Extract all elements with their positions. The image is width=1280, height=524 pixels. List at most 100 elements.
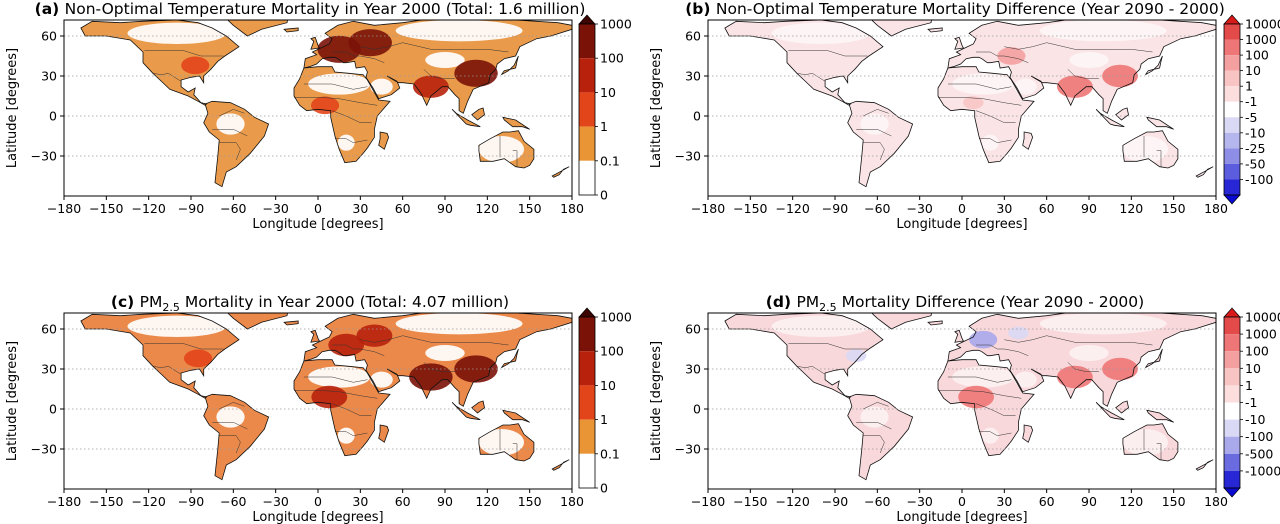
x-tick-label: 0 <box>314 201 322 216</box>
coastline-3 <box>937 359 1035 457</box>
colorbar-tick-label: 1000 <box>1245 32 1277 47</box>
x-tick-label: 60 <box>395 494 411 509</box>
x-tick-label: −150 <box>89 494 123 509</box>
x-axis-label: Longitude [degrees] <box>896 510 1027 524</box>
colorbar-segment <box>579 351 595 386</box>
sparse-region-2 <box>1069 345 1109 361</box>
colorbar-segment <box>579 92 595 127</box>
panel-letter: (d) <box>766 293 797 311</box>
coastline-11 <box>1022 424 1034 443</box>
land-fill-11 <box>378 425 389 443</box>
sparse-region-6 <box>216 113 245 135</box>
land-fill-8 <box>1096 109 1125 127</box>
sparse-region-6 <box>860 113 889 135</box>
colorbar-tick-label: 1 <box>600 412 608 427</box>
sparse-region-2 <box>425 52 465 68</box>
colorbar-extend-max <box>1223 307 1241 318</box>
panel-title-main: PM <box>140 293 163 311</box>
sparse-region-1 <box>1014 371 1037 388</box>
country-border-1 <box>796 73 826 82</box>
y-tick-label: 30 <box>685 362 701 377</box>
map-layer <box>64 20 572 188</box>
y-tick-label: 30 <box>41 362 57 377</box>
x-tick-label: −180 <box>47 494 81 509</box>
colorbar-segment <box>579 419 595 454</box>
colorbar-segment <box>1224 470 1240 488</box>
country-border-7 <box>423 69 455 79</box>
hotspot-0 <box>1056 75 1093 98</box>
colorbar-segment <box>1224 334 1240 352</box>
x-tick-label: 150 <box>518 494 542 509</box>
panel-letter: (a) <box>35 0 65 18</box>
x-tick-label: −150 <box>89 201 123 216</box>
colorbar: 10000 1000 100 10 1 -1 -10 -100 -500 -1000 <box>1223 307 1280 498</box>
coastline-8 <box>451 109 481 128</box>
x-tick-label: −30 <box>262 201 288 216</box>
panel-letter: (c) <box>111 293 140 311</box>
hotspot-5 <box>310 96 340 115</box>
colorbar-tick-label: 0.1 <box>600 446 620 461</box>
x-tick-label: 150 <box>1162 494 1186 509</box>
coastline-1 <box>871 313 932 330</box>
x-tick-label: −120 <box>775 201 809 216</box>
coastline-8 <box>451 402 481 421</box>
land-fill-12 <box>1196 459 1214 471</box>
map-layer <box>708 20 1216 188</box>
y-tick-label: 30 <box>685 69 701 84</box>
map-layer <box>708 313 1216 481</box>
coastline-2 <box>847 100 914 188</box>
country-border-2 <box>947 83 1012 90</box>
land-fill-10 <box>1146 410 1174 423</box>
country-border-0 <box>144 343 224 350</box>
sparse-region-2 <box>1069 52 1109 68</box>
hotspot-4 <box>845 349 867 363</box>
x-tick-label: 90 <box>437 494 453 509</box>
y-tick-label: −30 <box>31 442 57 457</box>
colorbar-tick-label: 1 <box>600 119 608 134</box>
land-fill-10 <box>502 410 530 423</box>
country-border-2 <box>303 376 368 383</box>
coastline-6 <box>1122 423 1179 462</box>
x-tick-label: 150 <box>1162 201 1186 216</box>
colorbar-tick-label: 1 <box>1245 79 1253 94</box>
land-fill-12 <box>552 166 570 178</box>
country-border-0 <box>144 50 224 57</box>
hotspot-5 <box>183 349 213 368</box>
country-border-0 <box>788 343 868 350</box>
x-tick-label: −60 <box>220 494 246 509</box>
x-axis-label: Longitude [degrees] <box>252 217 383 232</box>
coastline-4 <box>303 20 572 114</box>
x-tick-label: −90 <box>822 201 848 216</box>
panel-title-subscript: 2.5 <box>162 301 180 314</box>
x-tick-label: 30 <box>996 494 1012 509</box>
panel-title: (d) PM2.5 Mortality Difference (Year 209… <box>766 293 1144 314</box>
y-tick-label: 60 <box>41 322 57 337</box>
colorbar-segment <box>1224 453 1240 471</box>
colorbar-frame <box>578 23 596 196</box>
colorbar-segment <box>579 58 595 93</box>
country-border-11 <box>863 109 889 117</box>
coastline-3 <box>937 66 1035 164</box>
coastline-10 <box>502 409 530 423</box>
x-tick-label: 180 <box>560 201 584 216</box>
country-border-13 <box>512 443 518 460</box>
country-border-8 <box>976 51 1029 63</box>
x-tick-label: −30 <box>262 494 288 509</box>
colorbar-segment <box>1224 179 1240 195</box>
coastline-11 <box>378 424 390 443</box>
country-border-13 <box>1156 150 1162 167</box>
land-fill-11 <box>1022 425 1033 443</box>
panel-c: −180 −150 −120 −90 −60 −30 0 30 60 90 120 150 180 60 3… <box>5 293 632 524</box>
colorbar-tick-label: -10 <box>1245 125 1265 140</box>
sparse-region-0 <box>952 366 1015 388</box>
country-border-1 <box>152 73 182 82</box>
colorbar-tick-label: 10 <box>1245 63 1261 78</box>
hotspot-4 <box>181 56 210 75</box>
coastline-9 <box>1115 107 1129 121</box>
coastline-0 <box>80 20 240 106</box>
coastline-9 <box>471 107 485 121</box>
land-fill-11 <box>1022 132 1033 150</box>
colorbar-segment <box>1224 55 1240 71</box>
x-tick-label: 120 <box>475 201 499 216</box>
